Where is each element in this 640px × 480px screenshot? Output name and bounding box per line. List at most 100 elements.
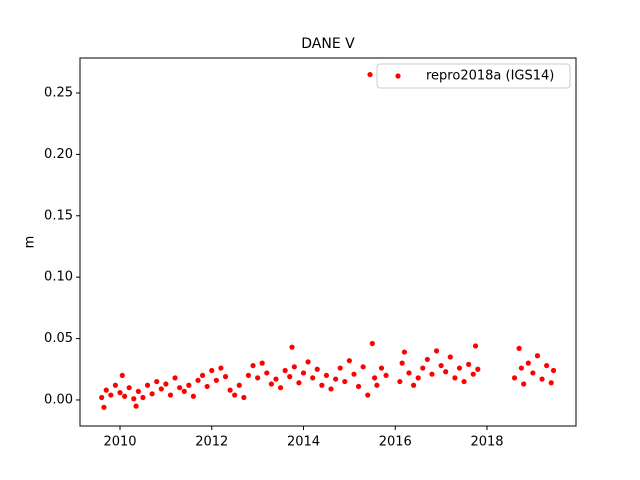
point [140, 394, 146, 401]
point [475, 366, 481, 372]
plot-frame [79, 57, 577, 427]
point [406, 370, 412, 376]
y-tick-label: 0.05 [44, 331, 73, 346]
point [268, 381, 274, 387]
x-tick-label: 2016 [379, 435, 412, 450]
legend-marker [395, 73, 401, 79]
point [401, 349, 408, 355]
point [525, 360, 531, 366]
point [126, 385, 132, 391]
point [259, 360, 265, 366]
point [108, 392, 114, 398]
point [346, 358, 352, 364]
point [103, 387, 109, 393]
point [190, 393, 197, 399]
point [101, 404, 107, 410]
point [177, 385, 183, 391]
x-tick-label: 2018 [470, 435, 503, 450]
x-tick-label: 2010 [103, 435, 136, 450]
point [420, 365, 426, 371]
point [227, 387, 233, 393]
point [516, 345, 522, 351]
legend-label: repro2018a (IGS14) [426, 69, 554, 84]
point [232, 392, 238, 398]
point [518, 365, 525, 371]
y-tick-label: 0.00 [44, 392, 73, 407]
point [209, 367, 215, 374]
point [372, 375, 378, 381]
point [282, 367, 288, 374]
legend-box [376, 63, 571, 89]
point [314, 366, 320, 372]
point [213, 377, 219, 383]
point [241, 394, 247, 401]
point [472, 343, 479, 349]
point [378, 365, 385, 371]
y-tick-label: 0.15 [44, 208, 73, 223]
point [438, 362, 444, 369]
point [291, 364, 297, 370]
point [429, 371, 435, 377]
chart-title: DANE V [301, 36, 355, 52]
point [144, 382, 151, 388]
point [222, 374, 229, 380]
point [112, 382, 119, 388]
point [117, 390, 123, 396]
point [99, 394, 105, 401]
point [521, 381, 527, 387]
point [511, 375, 518, 381]
point [289, 344, 295, 350]
point [360, 364, 366, 370]
point [199, 372, 206, 379]
point [277, 385, 284, 391]
point [119, 372, 125, 379]
point [530, 370, 536, 376]
point [273, 376, 279, 382]
point [167, 392, 174, 398]
point [319, 382, 325, 388]
x-tick-label: 2012 [195, 435, 228, 450]
point [181, 388, 187, 394]
point [287, 374, 293, 380]
point [550, 367, 557, 374]
point [154, 378, 160, 385]
point [399, 360, 405, 366]
point [342, 378, 348, 385]
point [300, 370, 307, 376]
point [365, 392, 371, 398]
point [456, 365, 463, 371]
point [544, 362, 550, 369]
point [534, 353, 541, 359]
point [245, 372, 252, 379]
point [355, 383, 362, 390]
y-tick-label: 0.20 [44, 147, 73, 162]
point [452, 375, 458, 381]
point [149, 391, 155, 397]
point [466, 361, 472, 367]
point [218, 365, 224, 371]
point [305, 359, 311, 365]
point [415, 375, 421, 381]
point [186, 382, 192, 388]
point [328, 386, 334, 392]
point [539, 376, 545, 382]
point [367, 71, 373, 78]
point [296, 380, 302, 386]
point [158, 386, 164, 392]
point [121, 393, 128, 399]
y-tick-label: 0.25 [44, 85, 73, 100]
point [131, 396, 137, 402]
point [461, 378, 467, 385]
point [255, 375, 261, 381]
point [323, 372, 330, 379]
point [135, 388, 141, 394]
point [133, 403, 139, 409]
point [310, 375, 316, 381]
point [351, 371, 357, 377]
point [264, 370, 270, 376]
point [424, 356, 430, 363]
point [172, 375, 178, 381]
point [447, 354, 453, 360]
point [374, 382, 380, 388]
